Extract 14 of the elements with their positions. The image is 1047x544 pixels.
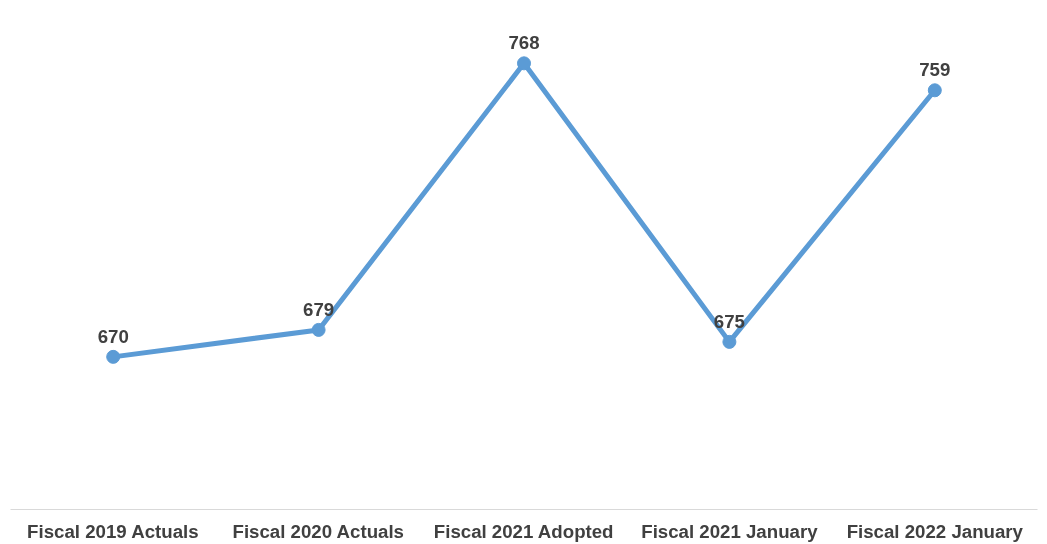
point — [106, 349, 121, 364]
data-label: 768 — [508, 32, 540, 54]
x-tick-label: Fiscal 2019 Actuals — [27, 520, 199, 542]
point — [927, 83, 942, 98]
data-label: 679 — [303, 298, 335, 320]
point — [517, 56, 531, 71]
x-tick-label: Fiscal 2021 January — [641, 520, 819, 542]
point — [722, 334, 737, 349]
x-tick-label: Fiscal 2021 Adopted — [433, 520, 614, 542]
x-tick-label: Fiscal 2020 Actuals — [232, 520, 404, 542]
data-label: 670 — [97, 325, 129, 347]
data-label: 759 — [919, 59, 951, 81]
x-tick-label: Fiscal 2022 January — [846, 520, 1024, 542]
point — [311, 322, 326, 337]
